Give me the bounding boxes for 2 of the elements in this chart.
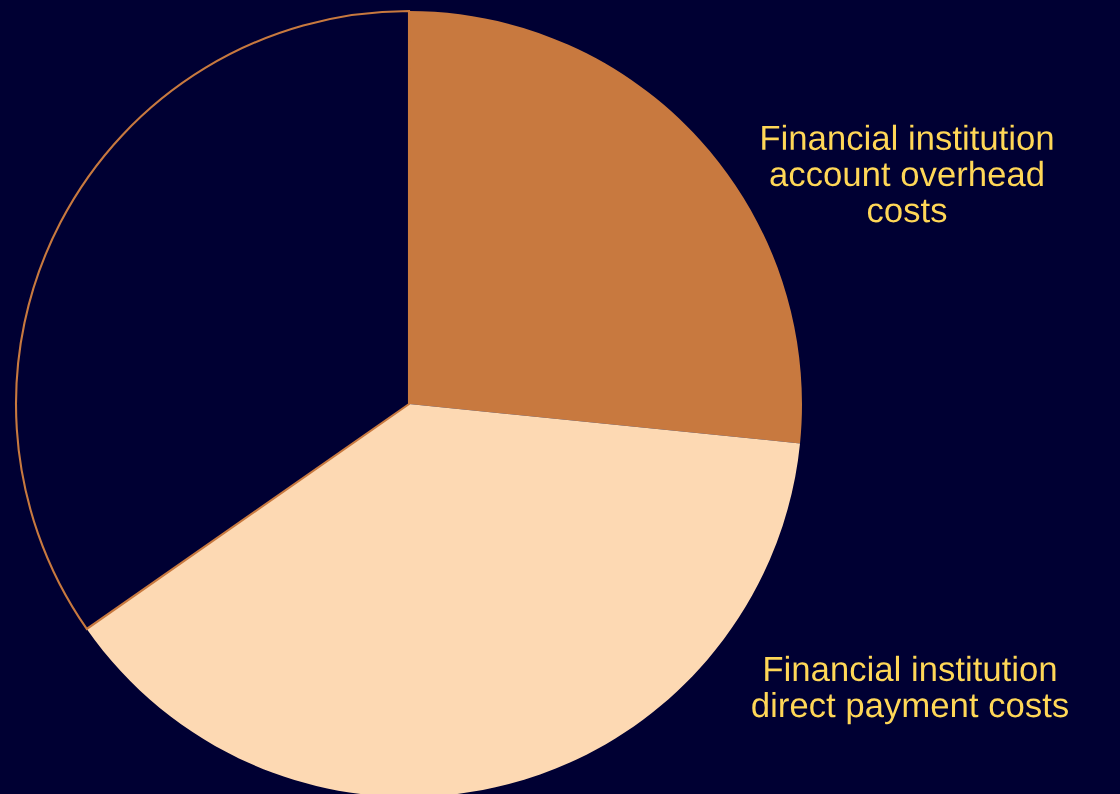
slice-label: Financial institution direct payment costs: [752, 655, 1068, 725]
slice-label: Financial institution account overhead costs: [762, 124, 1053, 223]
